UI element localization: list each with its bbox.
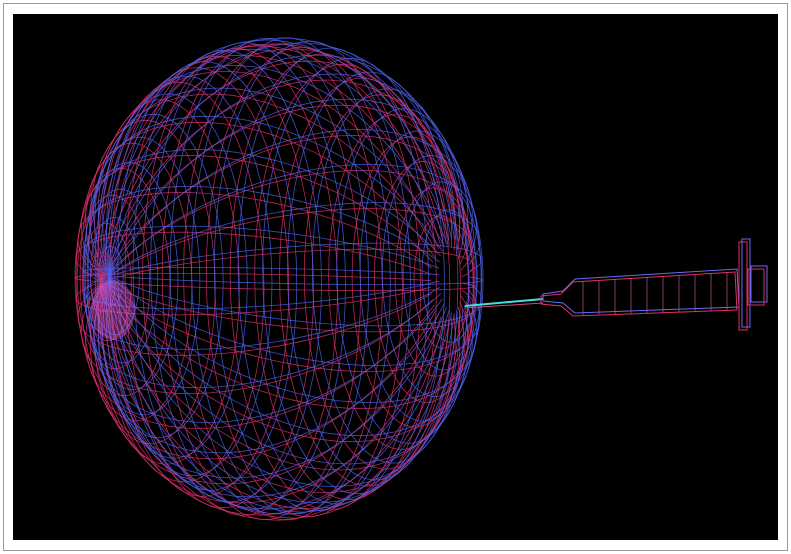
needle: [464, 298, 544, 307]
parallel: [262, 57, 445, 495]
parallel: [237, 47, 429, 505]
parallel: [75, 142, 193, 422]
parallel: [394, 187, 475, 377]
parallel: [311, 88, 469, 464]
pole-glow: [91, 280, 135, 340]
plunger: [747, 268, 765, 306]
parallel: [191, 37, 391, 515]
parallel: [142, 48, 338, 516]
parallel: [94, 93, 248, 459]
syringe: [464, 238, 768, 331]
needle: [464, 302, 544, 309]
parallel: [87, 113, 224, 439]
parallel: [124, 55, 314, 509]
parallel: [79, 119, 216, 445]
parallel: [413, 215, 470, 349]
parallel: [183, 43, 383, 521]
parallel: [359, 130, 482, 422]
flange: [738, 241, 748, 331]
barrel-ribs: [582, 272, 728, 315]
barrel: [540, 271, 738, 317]
parallel: [402, 181, 483, 371]
parallel: [98, 245, 124, 307]
parallel: [89, 216, 140, 336]
parallel: [83, 136, 201, 416]
parallel: [169, 38, 369, 514]
parallel: [381, 155, 484, 397]
parallel: [373, 161, 476, 403]
parallel: [117, 61, 298, 491]
parallel: [287, 71, 459, 481]
parallel: [150, 42, 346, 510]
parallel: [82, 161, 179, 391]
parallel: [229, 53, 421, 511]
flange: [741, 238, 751, 328]
sphere-mesh: [74, 37, 484, 521]
parallel: [213, 40, 411, 512]
parallel: [132, 49, 322, 503]
parallel: [336, 108, 477, 444]
parallel: [104, 75, 273, 477]
wireframe-render: [13, 14, 778, 540]
plunger: [750, 265, 768, 303]
parallel: [421, 209, 478, 343]
parallel: [205, 46, 403, 518]
